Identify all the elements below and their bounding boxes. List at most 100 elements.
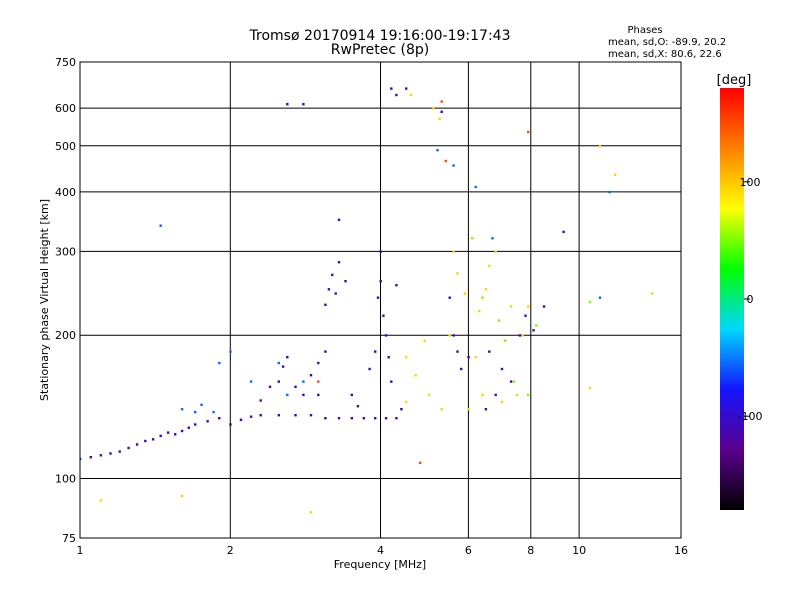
data-point — [419, 461, 422, 464]
data-point — [174, 433, 177, 436]
data-point — [249, 380, 253, 383]
data-point — [259, 399, 262, 402]
data-point — [409, 93, 413, 97]
data-point — [379, 250, 382, 253]
data-point — [497, 319, 501, 322]
x-tick-label: 16 — [674, 544, 688, 557]
data-point — [350, 417, 353, 420]
data-point — [390, 87, 393, 90]
colorbar-tick-label: -100 — [738, 410, 763, 423]
data-points — [80, 87, 654, 514]
data-point — [423, 339, 426, 342]
x-axis-label: Frequency [MHz] — [334, 558, 426, 571]
data-point — [481, 393, 484, 397]
data-point — [440, 100, 443, 103]
data-point — [337, 218, 341, 221]
data-point — [194, 410, 197, 414]
data-point — [144, 439, 147, 443]
data-point — [598, 296, 602, 299]
data-point — [651, 292, 654, 295]
data-point — [294, 414, 297, 417]
data-point — [463, 292, 467, 295]
data-point — [588, 386, 592, 390]
data-point — [395, 93, 398, 97]
data-point — [159, 434, 162, 438]
data-point — [127, 446, 130, 450]
data-point — [509, 305, 513, 308]
y-tick-label: 750 — [55, 56, 76, 69]
data-point — [135, 443, 139, 446]
data-point — [456, 350, 459, 353]
y-tick-label: 300 — [55, 245, 76, 258]
data-point — [286, 103, 289, 106]
data-point — [614, 173, 617, 176]
data-point — [405, 87, 408, 90]
data-point — [524, 314, 527, 317]
data-point — [527, 393, 530, 397]
data-point — [400, 408, 403, 411]
data-point — [317, 380, 320, 383]
y-axis-label: Stationary phase Virtual Height [km] — [38, 199, 51, 401]
data-point — [562, 230, 565, 234]
data-point — [362, 417, 365, 420]
y-tick-label: 75 — [62, 532, 76, 545]
data-point — [515, 393, 519, 397]
data-point — [518, 334, 521, 337]
data-point — [277, 361, 280, 365]
data-point — [212, 410, 215, 414]
data-point — [180, 408, 184, 411]
data-point — [432, 107, 435, 110]
data-point — [494, 250, 497, 253]
data-point — [331, 273, 334, 277]
data-point — [324, 417, 327, 420]
data-point — [259, 414, 262, 417]
y-tick-label: 400 — [55, 186, 76, 199]
y-tick-label: 200 — [55, 329, 76, 342]
data-point — [384, 417, 388, 420]
data-point — [374, 417, 377, 420]
y-tick-label: 500 — [55, 140, 76, 153]
data-point — [532, 329, 535, 332]
data-point — [194, 423, 197, 426]
data-point — [467, 356, 470, 359]
data-point — [281, 365, 285, 368]
data-point — [286, 356, 289, 359]
data-point — [229, 350, 232, 353]
data-point — [309, 374, 313, 377]
data-point — [478, 309, 481, 313]
data-point — [488, 350, 491, 353]
data-point — [382, 314, 385, 317]
data-point — [218, 417, 221, 420]
data-point — [218, 361, 221, 365]
data-point — [334, 292, 337, 295]
data-point — [317, 393, 320, 397]
data-point — [444, 159, 447, 163]
data-point — [302, 393, 305, 397]
data-point — [387, 356, 390, 359]
data-point — [99, 454, 103, 457]
data-point — [277, 380, 280, 383]
x-tick-label: 6 — [465, 544, 472, 557]
data-point — [384, 334, 388, 337]
data-point — [427, 393, 431, 397]
data-point — [294, 385, 297, 388]
data-point — [309, 511, 313, 514]
y-tick-label: 600 — [55, 102, 76, 115]
data-point — [317, 361, 320, 365]
data-point — [542, 305, 546, 308]
data-point — [200, 403, 203, 406]
data-point — [452, 334, 455, 337]
data-point — [286, 393, 289, 397]
x-tick-label: 8 — [527, 544, 534, 557]
data-point — [448, 334, 451, 337]
phases-title: Phases — [627, 25, 662, 36]
data-point — [440, 408, 443, 411]
x-tick-labels: 1 2 4 6 8 10 16 — [77, 544, 689, 557]
colorbar — [720, 88, 744, 510]
data-point — [484, 408, 488, 411]
data-point — [89, 456, 92, 459]
data-point — [438, 117, 441, 121]
data-point — [474, 356, 477, 359]
data-point — [180, 494, 184, 498]
